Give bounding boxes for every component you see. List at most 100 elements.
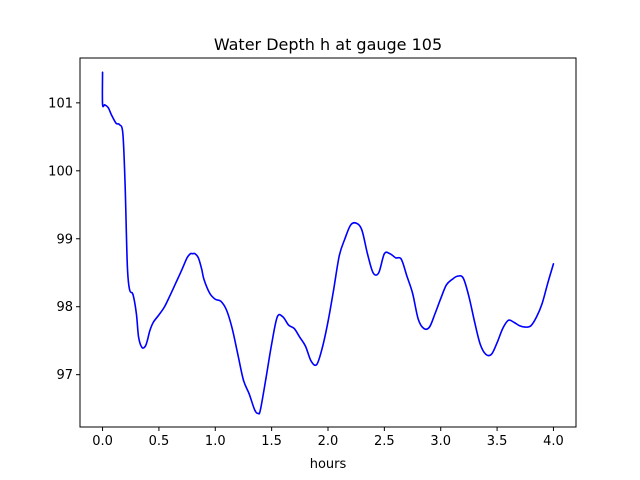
data-point: [490, 353, 493, 355]
data-point: [201, 268, 203, 270]
data-point: [115, 122, 117, 124]
x-tick-label: 2.0: [318, 434, 339, 449]
data-point: [132, 293, 134, 296]
data-point: [524, 326, 526, 328]
data-point: [293, 327, 295, 330]
x-tick-label: 0.5: [149, 434, 170, 449]
x-axis: 0.0 0.5 1.0 1.5 2.0 2.5 3.0 3.5 4.0: [92, 427, 564, 449]
data-point: [175, 282, 177, 284]
x-tick-label: 1.5: [261, 434, 282, 449]
data-point: [152, 321, 154, 323]
data-point: [147, 338, 149, 340]
data-point: [189, 253, 192, 255]
data-point: [507, 319, 509, 321]
chart-title: Water Depth h at gauge 105: [214, 35, 442, 54]
data-point: [468, 295, 470, 298]
data-point: [530, 325, 532, 327]
data-point: [126, 265, 128, 267]
plot-area: [79, 57, 577, 428]
data-point: [259, 409, 261, 411]
data-point: [141, 346, 143, 349]
data-point: [502, 327, 504, 330]
data-point: [411, 292, 414, 294]
data-point: [361, 229, 363, 231]
data-point: [519, 325, 521, 327]
y-tick-label: 97: [56, 368, 73, 383]
data-point: [203, 278, 205, 281]
data-point: [344, 238, 346, 240]
data-point: [135, 312, 137, 315]
data-point: [209, 292, 211, 294]
x-tick-label: 3.0: [430, 434, 451, 449]
plot-frame: [79, 57, 577, 428]
data-point: [400, 258, 402, 260]
data-point: [242, 379, 245, 381]
data-point: [180, 270, 183, 272]
data-point: [197, 257, 199, 259]
y-tick-label: 99: [56, 232, 73, 247]
data-point: [225, 309, 228, 311]
data-point: [389, 253, 391, 255]
data-point: [395, 257, 397, 259]
series-line: [101, 71, 555, 415]
data-point: [271, 343, 273, 345]
data-point: [535, 316, 538, 318]
data-point: [541, 302, 543, 304]
data-point: [122, 132, 124, 135]
data-point: [423, 327, 425, 330]
data-point: [485, 353, 487, 355]
data-point: [338, 255, 340, 257]
data-point: [248, 393, 250, 395]
data-point: [513, 321, 515, 323]
data-point: [124, 183, 126, 185]
data-point: [434, 312, 436, 315]
data-point: [101, 71, 104, 73]
y-tick-label: 100: [48, 164, 73, 179]
data-point: [355, 222, 357, 224]
data-point: [299, 336, 301, 338]
data-point: [237, 353, 239, 355]
data-point: [287, 324, 290, 326]
data-point: [473, 321, 476, 323]
data-point: [118, 124, 121, 126]
data-point: [349, 224, 352, 226]
x-tick-label: 0.0: [92, 434, 113, 449]
data-point: [107, 107, 109, 109]
data-point: [194, 253, 196, 255]
x-tick-label: 1.0: [205, 434, 226, 449]
data-point: [428, 326, 431, 328]
data-point: [231, 327, 233, 330]
data-point: [192, 253, 194, 255]
data-point: [440, 297, 442, 300]
data-point: [366, 253, 369, 255]
data-point: [547, 282, 549, 284]
data-point: [254, 409, 256, 411]
data-point: [316, 363, 318, 366]
x-tick-label: 3.5: [487, 434, 508, 449]
x-tick-label: 4.0: [543, 434, 564, 449]
data-point: [110, 114, 113, 116]
data-point: [304, 345, 307, 347]
y-tick-label: 98: [56, 300, 73, 315]
data-point: [169, 294, 171, 296]
data-point: [383, 253, 385, 255]
data-point: [101, 103, 104, 105]
y-axis: 97 98 99 100 101: [48, 96, 80, 383]
data-point: [310, 360, 312, 362]
data-point: [552, 263, 555, 265]
data-point: [163, 306, 166, 308]
data-point: [333, 289, 335, 291]
data-point: [457, 275, 459, 277]
data-point: [451, 278, 453, 281]
data-point: [282, 316, 284, 318]
series-layer: [101, 71, 555, 415]
data-point: [186, 257, 188, 259]
data-point: [158, 314, 160, 316]
data-point: [372, 272, 374, 274]
data-point: [220, 300, 222, 302]
data-point: [144, 345, 146, 347]
data-point: [257, 412, 259, 415]
data-point: [378, 272, 380, 274]
data-point: [496, 342, 498, 344]
